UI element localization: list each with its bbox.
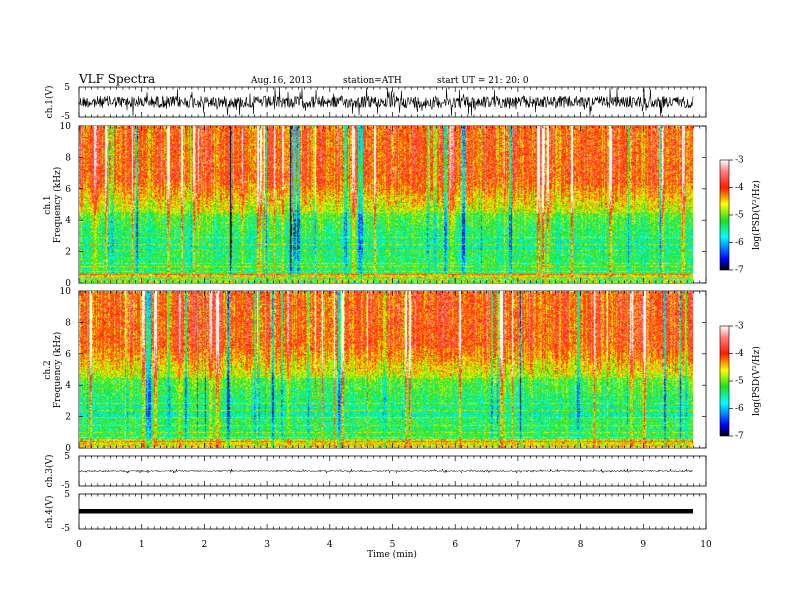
frequency-tick-label: 0 (65, 444, 71, 454)
frequency-tick-label: 10 (60, 122, 72, 132)
ch1-waveform-trace (78, 87, 694, 117)
ch1-frequency-ylabel: Frequency (kHz) (52, 167, 63, 244)
frequency-tick-label: 10 (60, 287, 72, 297)
ch4-ytick-bottom: -5 (61, 524, 70, 534)
ch4-waveform-trace (79, 509, 693, 514)
ch1-colorbar: -3 -4 -5 -6 -7 log(PSD(V²/Hz) (719, 156, 762, 276)
time-tick-label: 7 (515, 540, 521, 550)
time-tick-label: 8 (578, 540, 584, 550)
ch2-colorbar-label: log(PSD(V²/Hz) (751, 346, 762, 416)
time-tick-label: 4 (327, 540, 333, 550)
ch1-channel-ylabel: ch.1 (43, 195, 53, 214)
frequency-tick-label: 2 (65, 248, 71, 258)
time-tick-label: 2 (202, 540, 208, 550)
time-axis-label: Time (min) (367, 549, 417, 560)
time-tick-label: 9 (640, 540, 646, 550)
ch1-colorbar-ticks: -3 -4 -5 -6 -7 (729, 156, 744, 276)
ch1-spectrogram-yticks: 0 2 4 6 8 10 (60, 122, 706, 289)
waveform-line (78, 87, 694, 117)
ch1-volt-ylabel: ch.1(V) (44, 86, 55, 119)
frequency-tick-label: 0 (65, 279, 71, 289)
ch1-colorbar-gradient (719, 159, 730, 271)
colorbar-tick-label: -5 (735, 377, 744, 387)
ch3-waveform-xticks (78, 456, 707, 486)
figure-title: VLF Spectra (78, 72, 155, 86)
start-time-label: start UT = 21: 20: 0 (437, 76, 529, 86)
time-tick-label: 0 (76, 540, 82, 550)
time-tick-label: 5 (390, 540, 396, 550)
frequency-tick-label: 2 (65, 413, 71, 423)
time-axis-tick-labels: 0 1 2 3 4 5 6 7 8 9 10 (76, 540, 712, 550)
colorbar-tick-label: -4 (735, 183, 744, 193)
frequency-tick-label: 4 (65, 216, 71, 226)
ch1-spectrogram-xticks (78, 126, 707, 283)
ch1-waveform-panel: 5 -5 ch.1(V) (44, 83, 707, 122)
frequency-tick-label: 6 (65, 350, 71, 360)
ch4-volt-ylabel: ch.4(V) (44, 496, 55, 529)
ch2-spectrogram-panel: 0 2 4 6 8 10 ch.2 Frequency (kHz) (43, 287, 707, 454)
ch2-spectrogram-image (79, 291, 693, 448)
time-tick-label: 6 (452, 540, 458, 550)
frequency-tick-label: 6 (65, 185, 71, 195)
ch1-spectrogram-image (79, 126, 693, 283)
time-tick-label: 1 (139, 540, 145, 550)
station-label: station=ATH (343, 76, 402, 86)
colorbar-tick-label: -6 (735, 238, 744, 248)
colorbar-tick-label: -3 (735, 322, 744, 332)
ch2-colorbar: -3 -4 -5 -6 -7 log(PSD(V²/Hz) (719, 322, 762, 442)
colorbar-tick-label: -5 (735, 211, 744, 221)
date-label: Aug.16, 2013 (250, 76, 312, 86)
ch3-volt-ylabel: ch.3(V) (44, 455, 55, 488)
ch2-spectrogram-xticks (78, 291, 707, 448)
ch4-waveform-xticks (78, 494, 707, 529)
ch4-ytick-top: 5 (64, 490, 70, 500)
ch1-ytick-bottom: -5 (61, 112, 70, 122)
colorbar-tick-label: -4 (735, 349, 744, 359)
ch1-waveform-xticks (78, 87, 707, 117)
waveform-line (78, 468, 694, 474)
ch1-spectrogram-panel: 0 2 4 6 8 10 ch.1 Frequency (kHz) (43, 122, 707, 289)
ch3-waveform-trace (78, 468, 694, 474)
time-tick-label: 10 (700, 540, 712, 550)
ch3-waveform-panel: 5 -5 ch.3(V) (44, 452, 707, 491)
ch4-waveform-panel: 5 -5 ch.4(V) (44, 490, 707, 534)
ch2-spectrogram-yticks: 0 2 4 6 8 10 (60, 287, 706, 454)
frequency-tick-label: 8 (65, 153, 71, 163)
ch2-frequency-ylabel: Frequency (kHz) (52, 332, 63, 409)
colorbar-tick-label: -3 (735, 156, 744, 166)
frequency-tick-label: 8 (65, 318, 71, 328)
time-tick-label: 3 (264, 540, 270, 550)
ch2-channel-ylabel: ch.2 (43, 360, 53, 379)
frequency-tick-label: 4 (65, 381, 71, 391)
ch2-colorbar-gradient (719, 325, 730, 437)
colorbar-tick-label: -6 (735, 404, 744, 414)
ch2-colorbar-ticks: -3 -4 -5 -6 -7 (729, 322, 744, 442)
ch1-colorbar-label: log(PSD(V²/Hz) (751, 180, 762, 250)
colorbar-tick-label: -7 (735, 432, 744, 442)
colorbar-tick-label: -7 (735, 266, 744, 276)
ch3-ytick-top: 5 (64, 452, 70, 462)
ch3-ytick-bottom: -5 (61, 481, 70, 491)
ch1-ytick-top: 5 (64, 83, 70, 93)
